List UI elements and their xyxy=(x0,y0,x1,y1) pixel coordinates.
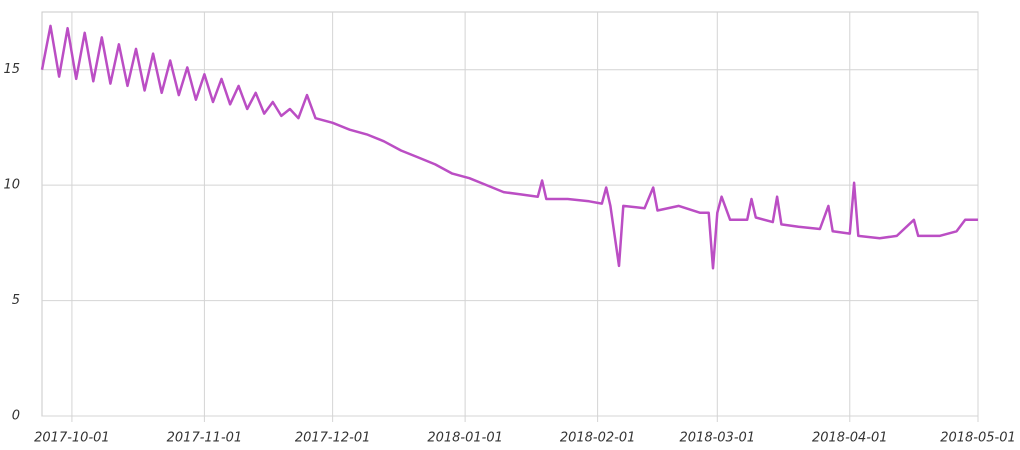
y-tick-label: 5 xyxy=(12,293,20,308)
x-tick-label: 2017-11-01 xyxy=(167,431,243,446)
x-tick-label: 2018-01-01 xyxy=(427,431,503,446)
y-tick-label: 10 xyxy=(3,178,20,193)
data-line xyxy=(40,24,978,270)
x-tick-label: 2018-05-01 xyxy=(940,431,1016,446)
x-tick-label: 2017-10-01 xyxy=(34,431,110,446)
x-tick-label: 2018-04-01 xyxy=(812,431,888,446)
x-tick-label: 2017-12-01 xyxy=(295,431,371,446)
y-tick-label: 15 xyxy=(3,62,20,77)
x-tick-label: 2018-03-01 xyxy=(680,431,756,446)
x-tick-label: 2018-02-01 xyxy=(560,431,636,446)
y-tick-label: 0 xyxy=(12,409,20,424)
plot-area xyxy=(41,11,979,417)
